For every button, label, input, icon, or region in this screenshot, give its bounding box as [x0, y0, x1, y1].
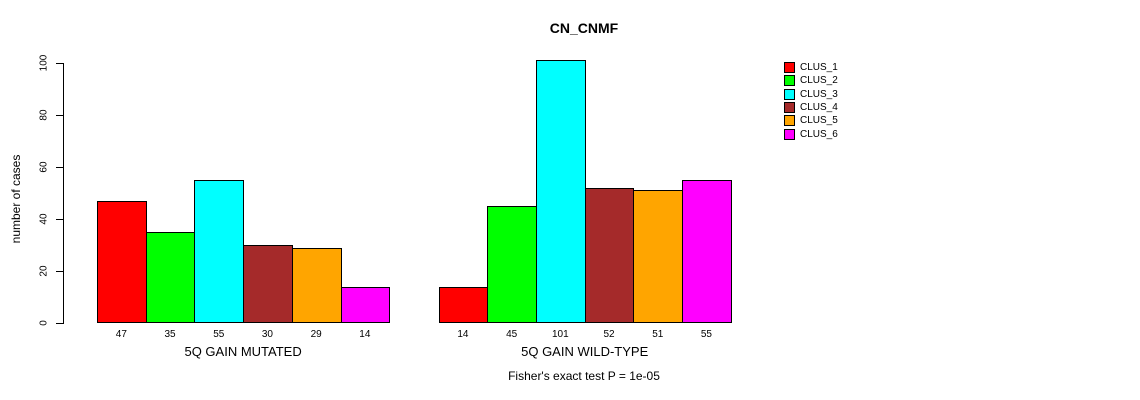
- bar-value-label: 45: [506, 329, 518, 340]
- bar-clus_6-group2: [682, 180, 732, 323]
- legend-swatch-clus_1: [784, 62, 795, 74]
- bar-clus_3-group2: [536, 60, 586, 323]
- bar-clus_5-group1: [292, 248, 342, 323]
- y-tick-label: 100: [38, 54, 50, 72]
- bar-clus_1-group1: [97, 201, 147, 323]
- group-label: 5Q GAIN MUTATED: [184, 344, 302, 359]
- legend-label: CLUS_3: [800, 88, 838, 100]
- bar-value-label: 51: [652, 329, 664, 340]
- y-tick-mark: [56, 167, 63, 168]
- y-tick-mark: [56, 115, 63, 116]
- legend-label: CLUS_2: [800, 75, 838, 87]
- bar-value-label: 101: [552, 329, 569, 340]
- bar-clus_2-group1: [146, 232, 195, 323]
- legend: CLUS_1 CLUS_2 CLUS_3 CLUS_4 CLUS_5 CLUS_6: [784, 61, 838, 141]
- bar-value-label: 55: [213, 329, 225, 340]
- bar-value-label: 35: [164, 329, 176, 340]
- legend-swatch-clus_3: [784, 88, 795, 100]
- fisher-test-annotation: Fisher's exact test P = 1e-05: [508, 369, 660, 383]
- chart-title: CN_CNMF: [549, 20, 619, 36]
- y-tick-label: 0: [38, 320, 50, 326]
- y-tick-mark: [56, 323, 63, 324]
- legend-swatch-clus_4: [784, 102, 795, 114]
- legend-label: CLUS_4: [800, 102, 838, 114]
- legend-swatch-clus_2: [784, 75, 795, 87]
- y-tick-mark: [56, 63, 63, 64]
- bar-value-label: 14: [457, 329, 469, 340]
- y-tick-label: 20: [38, 265, 50, 277]
- legend-entry: CLUS_6: [784, 127, 838, 140]
- bar-clus_2-group2: [487, 206, 537, 323]
- legend-label: CLUS_5: [800, 115, 838, 127]
- legend-swatch-clus_6: [784, 128, 795, 140]
- bar-value-label: 55: [700, 329, 712, 340]
- y-tick-mark: [56, 271, 63, 272]
- legend-entry: CLUS_2: [784, 74, 838, 87]
- y-tick-label: 80: [38, 109, 50, 121]
- bar-clus_6-group1: [341, 287, 390, 323]
- legend-entry: CLUS_1: [784, 61, 838, 74]
- legend-entry: CLUS_3: [784, 88, 838, 101]
- bar-clus_5-group2: [633, 190, 683, 323]
- y-axis-label: number of cases: [9, 154, 23, 244]
- bar-clus_3-group1: [194, 180, 244, 323]
- bar-value-label: 14: [359, 329, 371, 340]
- y-axis-line: [63, 63, 64, 324]
- y-tick-label: 60: [38, 161, 50, 173]
- bar-clus_4-group1: [243, 245, 293, 323]
- bar-value-label: 29: [310, 329, 322, 340]
- group-label: 5Q GAIN WILD-TYPE: [521, 344, 649, 359]
- y-tick-mark: [56, 219, 63, 220]
- legend-entry: CLUS_4: [784, 101, 838, 114]
- bar-clus_4-group2: [585, 188, 634, 323]
- legend-entry: CLUS_5: [784, 114, 838, 127]
- legend-label: CLUS_6: [800, 128, 838, 140]
- bar-value-label: 47: [115, 329, 127, 340]
- bar-clus_1-group2: [439, 287, 488, 323]
- legend-label: CLUS_1: [800, 62, 838, 74]
- legend-swatch-clus_5: [784, 115, 795, 127]
- bar-value-label: 30: [261, 329, 273, 340]
- y-tick-label: 40: [38, 213, 50, 225]
- bar-value-label: 52: [603, 329, 615, 340]
